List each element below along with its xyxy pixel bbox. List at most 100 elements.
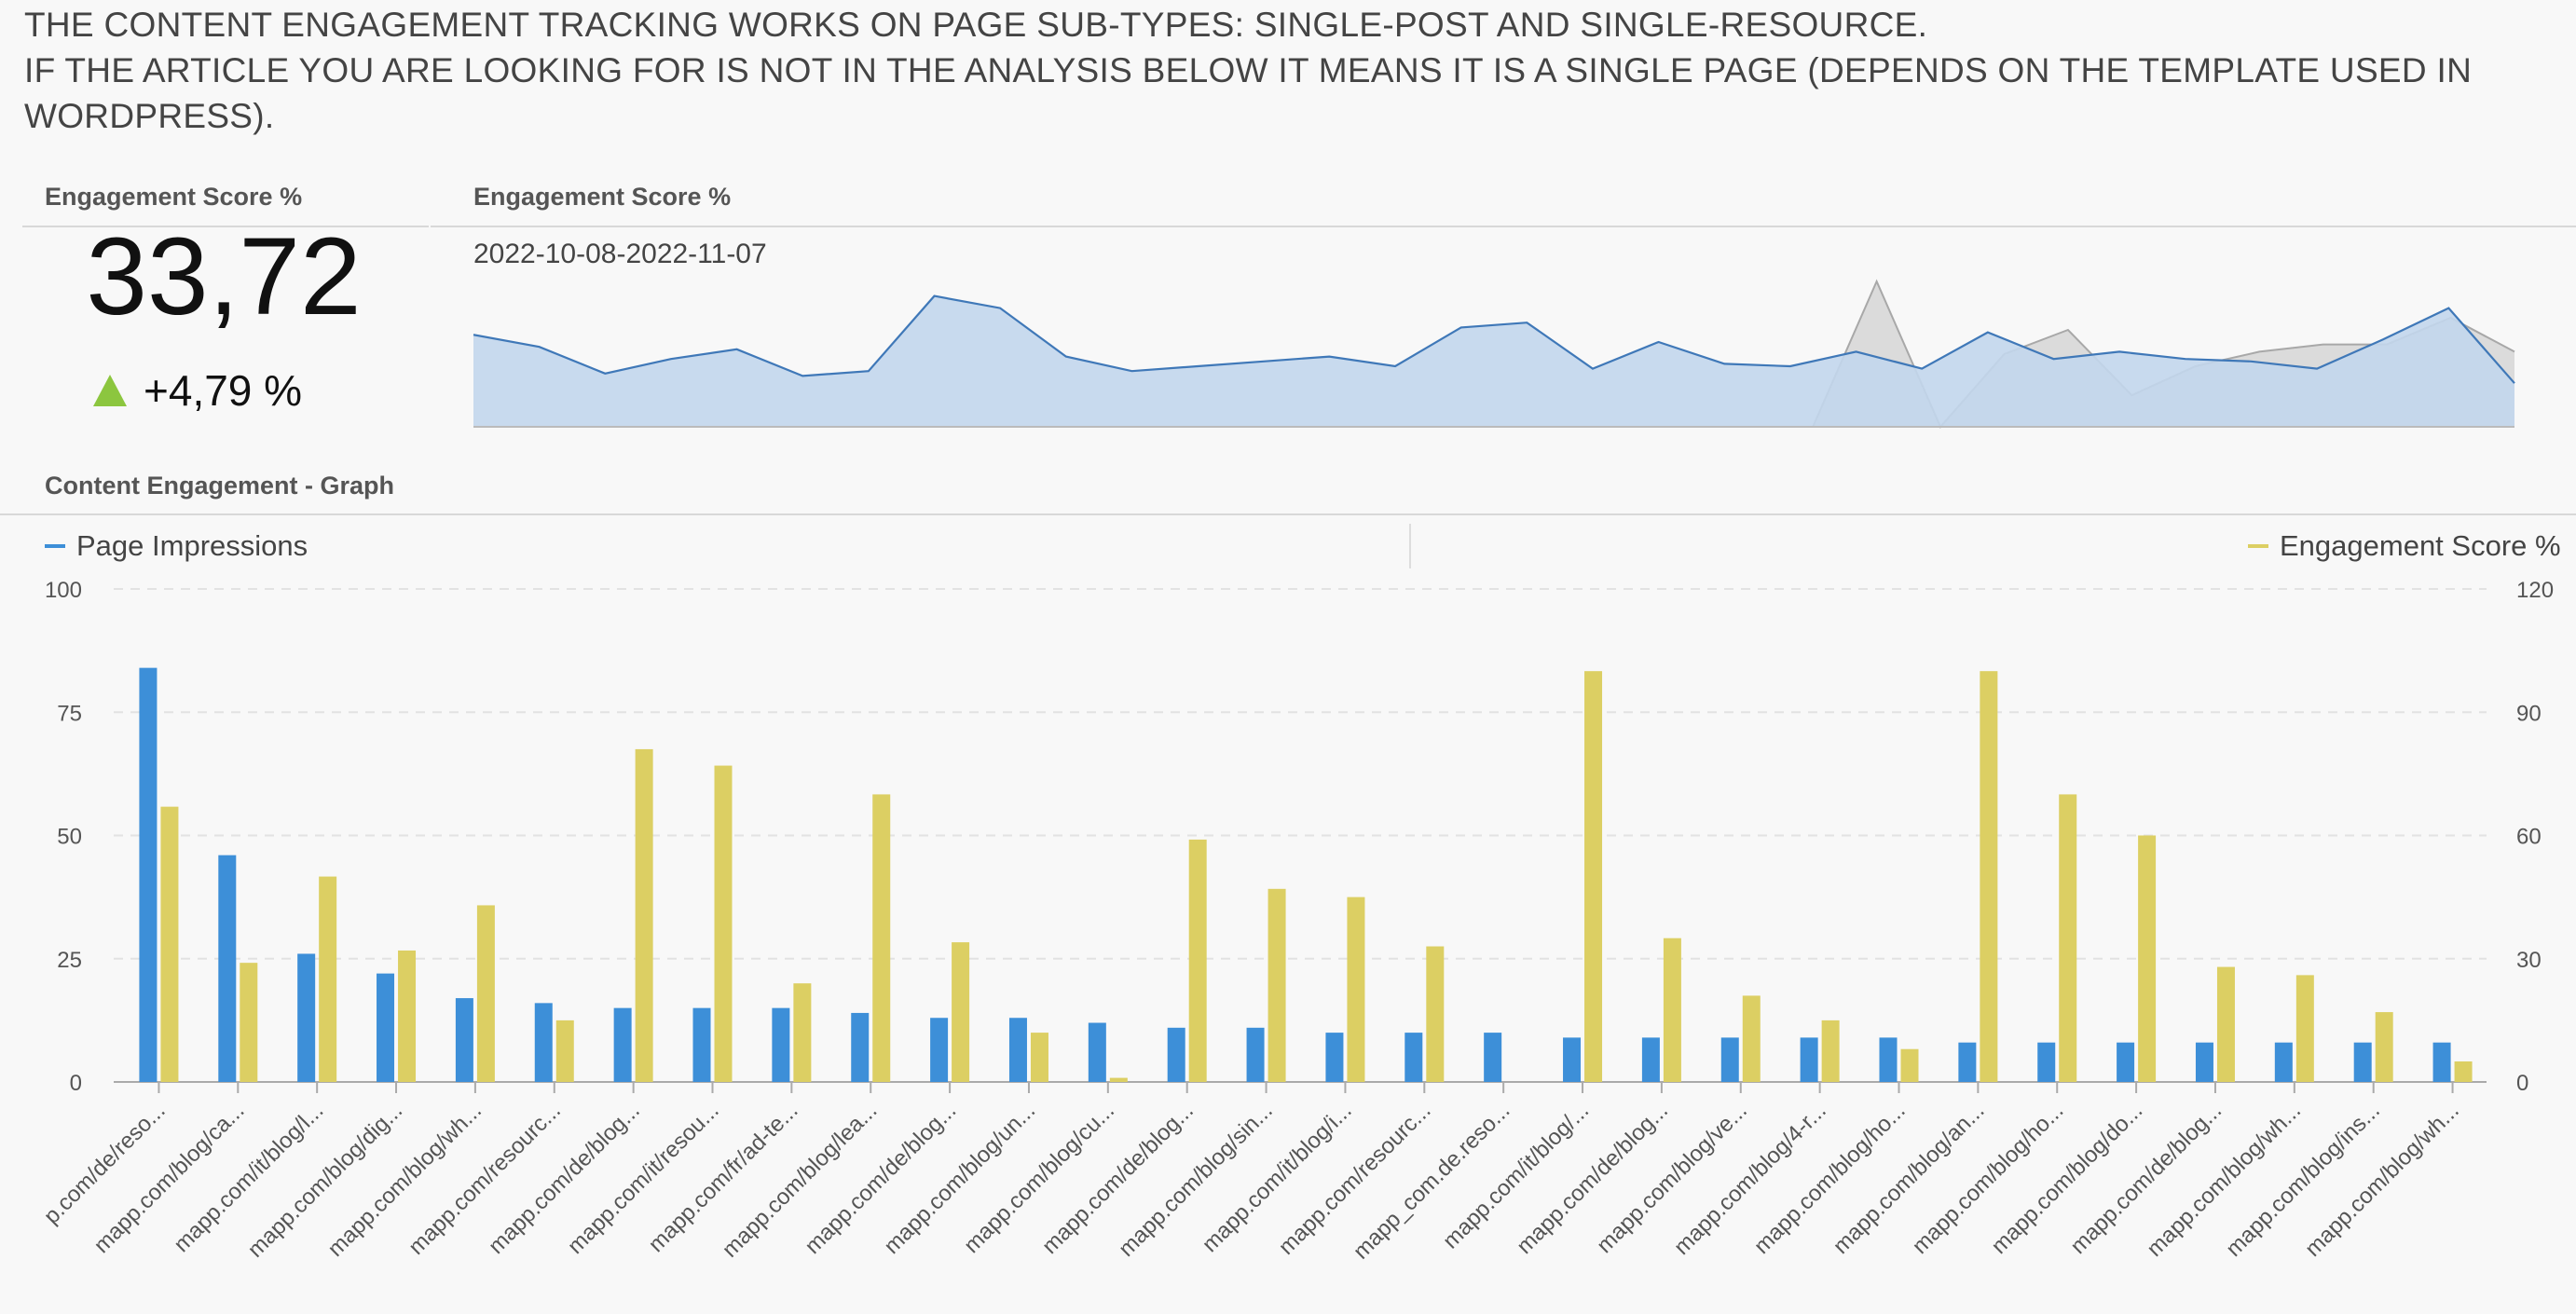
- x-category-label: mapp.com/de/blog...: [1037, 1098, 1199, 1259]
- trend-divider: [431, 226, 2576, 227]
- bar-engagement-score: [160, 806, 179, 1082]
- bar-engagement-score: [1347, 897, 1365, 1082]
- x-category-label: mapp.com/blog/dig...: [243, 1098, 408, 1263]
- bar-page-impressions: [2274, 1042, 2293, 1082]
- x-category-label: mapp.com/it/resou...: [563, 1098, 724, 1259]
- y-left-tick-label: 0: [70, 1071, 82, 1096]
- y-right-tick-label: 60: [2516, 825, 2542, 850]
- bar-engagement-score: [2375, 1012, 2393, 1082]
- bar-page-impressions: [1088, 1022, 1106, 1082]
- y-right-tick-label: 120: [2516, 578, 2554, 603]
- bar-page-impressions: [534, 1003, 553, 1082]
- trend-date-range: 2022-10-08-2022-11-07: [473, 239, 767, 269]
- x-category-label: mapp.com/resourc...: [1274, 1098, 1436, 1260]
- bar-engagement-score: [1742, 995, 1761, 1082]
- y-right-tick-label: 0: [2516, 1071, 2528, 1096]
- bar-page-impressions: [1484, 1033, 1502, 1082]
- bar-engagement-score: [1980, 671, 1998, 1082]
- bar-engagement-score: [1109, 1077, 1128, 1082]
- notice-line-2: IF THE ARTICLE YOU ARE LOOKING FOR IS NO…: [24, 51, 2473, 89]
- x-category-label: mapp.com/resourc...: [404, 1098, 566, 1260]
- bar-engagement-score: [240, 963, 258, 1082]
- x-category-label: mapp.com/blog/ve...: [1592, 1098, 1752, 1258]
- y-left-tick-label: 75: [57, 701, 82, 726]
- bar-engagement-score: [555, 1020, 574, 1082]
- x-category-label: mapp.com/it/blog/i...: [1198, 1098, 1357, 1257]
- bar-engagement-score: [952, 942, 970, 1082]
- x-category-label: mapp.com/it/blog/...: [1438, 1098, 1594, 1253]
- legend-separator: [1409, 524, 1411, 568]
- bar-page-impressions: [1958, 1042, 1977, 1082]
- x-category-label: mapp.com/it/blog/l...: [169, 1098, 328, 1257]
- bar-engagement-score: [1663, 938, 1681, 1082]
- bar-page-impressions: [2037, 1042, 2056, 1082]
- kpi-divider: [22, 226, 429, 227]
- y-right-tick-label: 90: [2516, 701, 2542, 726]
- bar-engagement-score: [2216, 966, 2235, 1082]
- bar-page-impressions: [1325, 1033, 1344, 1082]
- bar-engagement-score: [2138, 835, 2157, 1082]
- bar-page-impressions: [1008, 1018, 1027, 1082]
- x-category-label: mapp.com/blog/wh...: [322, 1098, 486, 1262]
- x-category-label: mapp.com/de/blog...: [2065, 1098, 2227, 1259]
- bar-engagement-score: [1584, 671, 1603, 1082]
- bar-page-impressions: [2195, 1042, 2213, 1082]
- x-category-label: mapp.com/blog/ca...: [89, 1098, 250, 1258]
- kpi-value: 33,72: [86, 215, 362, 338]
- bar-page-impressions: [1404, 1033, 1423, 1082]
- trend-area: [473, 295, 2514, 427]
- notice-text: THE CONTENT ENGAGEMENT TRACKING WORKS ON…: [24, 2, 2541, 139]
- x-category-label: mapp.com/blog/lea...: [718, 1098, 883, 1263]
- bar-engagement-score: [1821, 1020, 1840, 1082]
- x-category-label: mapp.com/de/blog...: [484, 1098, 645, 1259]
- bar-page-impressions: [930, 1018, 949, 1082]
- graph-title: Content Engagement - Graph: [45, 472, 395, 500]
- bar-page-impressions: [851, 1012, 870, 1082]
- up-triangle-icon: [93, 375, 127, 406]
- y-right-tick-label: 30: [2516, 948, 2542, 973]
- kpi-delta-value: +4,79 %: [144, 366, 303, 415]
- bar-engagement-score: [398, 950, 417, 1082]
- bar-page-impressions: [139, 667, 158, 1082]
- x-category-label: mapp.com/de/blog...: [800, 1098, 961, 1259]
- bar-page-impressions: [613, 1007, 632, 1082]
- bar-engagement-score: [476, 905, 495, 1082]
- legend-label-engagement: Engagement Score %: [2280, 529, 2561, 562]
- bar-page-impressions: [2432, 1042, 2451, 1082]
- legend-swatch-impressions: [45, 544, 65, 548]
- x-category-label: mapp.com/fr/ad-te...: [644, 1098, 803, 1257]
- bar-page-impressions: [218, 855, 237, 1082]
- bar-page-impressions: [1641, 1037, 1660, 1082]
- bar-engagement-score: [2454, 1061, 2473, 1082]
- x-category-label: mapp.com/blog/sin...: [1114, 1098, 1278, 1262]
- trend-title: Engagement Score %: [473, 183, 732, 211]
- bar-page-impressions: [1167, 1027, 1185, 1082]
- bar-engagement-score: [319, 876, 337, 1082]
- bar-engagement-score: [714, 765, 733, 1082]
- x-category-label: mapp.com/blog/ins...: [2221, 1098, 2385, 1262]
- kpi-title: Engagement Score %: [45, 183, 303, 211]
- x-category-label: mapp_com.de.reso...: [1349, 1098, 1515, 1265]
- bar-page-impressions: [1879, 1037, 1898, 1082]
- bar-page-impressions: [455, 998, 473, 1082]
- legend-page-impressions[interactable]: Page Impressions: [45, 529, 308, 563]
- bar-engagement-score: [1267, 888, 1286, 1082]
- bar-engagement-score: [1426, 946, 1445, 1082]
- bar-page-impressions: [1720, 1037, 1739, 1082]
- legend-engagement-score[interactable]: Engagement Score %: [2248, 529, 2561, 563]
- y-left-tick-label: 100: [45, 578, 82, 603]
- bar-engagement-score: [1900, 1048, 1919, 1082]
- trend-line: [473, 294, 2515, 384]
- notice-line-3: WORDPRESS).: [24, 97, 275, 135]
- bar-page-impressions: [1563, 1037, 1582, 1082]
- x-category-label: mapp.com/blog/cu...: [959, 1098, 1119, 1258]
- graph-divider: [0, 513, 2576, 515]
- x-category-label: mapp.com/blog/4-r...: [1669, 1098, 1831, 1260]
- bar-page-impressions: [692, 1007, 711, 1082]
- x-category-label: mapp.com/de/blog...: [1512, 1098, 1673, 1259]
- bar-engagement-score: [872, 794, 891, 1082]
- x-category-label: mapp.com/blog/ho...: [1908, 1098, 2069, 1259]
- legend-label-impressions: Page Impressions: [76, 529, 308, 562]
- bar-page-impressions: [297, 953, 316, 1082]
